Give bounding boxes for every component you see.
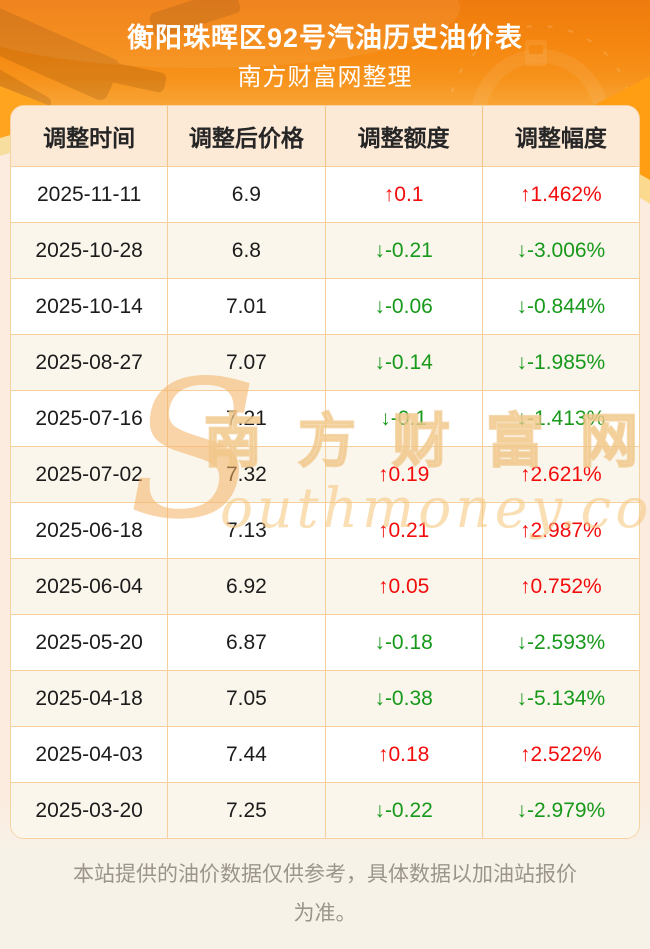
cell-change-amount: ↓-0.21 [326, 223, 483, 278]
cell-adjust-date: 2025-04-03 [11, 727, 169, 782]
cell-adjust-date: 2025-07-16 [11, 391, 169, 446]
table-row: 2025-06-18 7.13 ↑0.21 ↑2.987% [11, 502, 639, 558]
table-header-row: 调整时间 调整后价格 调整额度 调整幅度 [11, 106, 639, 166]
cell-change-amount: ↓-0.06 [326, 279, 483, 334]
cell-change-amount: ↓-0.14 [326, 335, 483, 390]
cell-change-amount: ↓-0.38 [326, 671, 483, 726]
cell-change-percent: ↓-2.593% [516, 630, 606, 654]
page-subtitle: 南方财富网整理 [237, 64, 413, 91]
cell-change-percent: ↑0.752% [520, 574, 602, 598]
cell-adjusted-price: 7.25 [168, 783, 326, 838]
cell-adjusted-price: 6.92 [168, 559, 326, 614]
banner-gradient-overlay [0, 0, 650, 112]
cell-change-percent: ↑2.522% [520, 742, 602, 766]
cell-change-percent: ↑2.621% [520, 462, 602, 486]
cell-adjust-date: 2025-10-28 [11, 223, 169, 278]
table-row: 2025-04-03 7.44 ↑0.18 ↑2.522% [11, 726, 639, 782]
cell-adjust-date: 2025-05-20 [11, 615, 169, 670]
table-row: 2025-08-27 7.07 ↓-0.14 ↓-1.985% [11, 334, 639, 390]
cell-change-amount: ↓-0.18 [326, 615, 483, 670]
cell-adjusted-price: 7.05 [168, 671, 326, 726]
cell-change-amount: ↑0.19 [326, 447, 483, 502]
table-row: 2025-11-11 6.9 ↑0.1 ↑1.462% [11, 166, 639, 222]
cell-change-percent: ↑2.987% [520, 518, 602, 542]
table-row: 2025-07-02 7.32 ↑0.19 ↑2.621% [11, 446, 639, 502]
cell-change-amount: ↑0.21 [326, 503, 483, 558]
cell-adjust-date: 2025-07-02 [11, 447, 169, 502]
table-row: 2025-04-18 7.05 ↓-0.38 ↓-5.134% [11, 670, 639, 726]
cell-change-percent: ↓-1.985% [516, 350, 606, 374]
banner: 衡阳珠晖区92号汽油历史油价表 南方财富网整理 [0, 0, 650, 112]
table-row: 2025-06-04 6.92 ↑0.05 ↑0.752% [11, 558, 639, 614]
column-header-change-amount: 调整额度 [326, 106, 483, 166]
cell-change-amount: ↑0.18 [326, 727, 483, 782]
cell-adjusted-price: 7.01 [168, 279, 326, 334]
page-title: 衡阳珠晖区92号汽油历史油价表 [126, 23, 524, 53]
column-header-adjust-date: 调整时间 [11, 106, 169, 166]
cell-change-amount: ↓-0.22 [326, 783, 483, 838]
banner-highlight [0, 0, 460, 68]
table-row: 2025-10-14 7.01 ↓-0.06 ↓-0.844% [11, 278, 639, 334]
cell-adjusted-price: 7.07 [168, 335, 326, 390]
table-row: 2025-10-28 6.8 ↓-0.21 ↓-3.006% [11, 222, 639, 278]
cell-change-percent: ↓-1.413% [516, 406, 606, 430]
cell-adjust-date: 2025-06-18 [11, 503, 169, 558]
column-header-change-percent: 调整幅度 [514, 125, 607, 151]
table-row: 2025-03-20 7.25 ↓-0.22 ↓-2.979% [11, 782, 639, 838]
cell-adjust-date: 2025-04-18 [11, 671, 169, 726]
cell-adjust-date: 2025-03-20 [11, 783, 169, 838]
cell-adjusted-price: 7.21 [168, 391, 326, 446]
table-row: 2025-05-20 6.87 ↓-0.18 ↓-2.593% [11, 614, 639, 670]
cell-change-amount: ↑0.05 [326, 559, 483, 614]
footer-disclaimer: 本站提供的油价数据仅供参考，具体数据以加油站报价为准。 [73, 863, 577, 925]
cell-adjust-date: 2025-11-11 [11, 167, 169, 222]
cell-adjusted-price: 6.9 [168, 167, 326, 222]
cell-adjusted-price: 6.87 [168, 615, 326, 670]
cell-adjusted-price: 7.32 [168, 447, 326, 502]
cell-change-percent: ↑1.462% [520, 182, 602, 206]
cell-change-amount: ↓-0.1 [326, 391, 483, 446]
cell-adjusted-price: 7.44 [168, 727, 326, 782]
cell-adjust-date: 2025-08-27 [11, 335, 169, 390]
cell-change-amount: ↑0.1 [326, 167, 483, 222]
cell-adjust-date: 2025-10-14 [11, 279, 169, 334]
cell-change-percent: ↓-0.844% [516, 294, 606, 318]
price-history-table: 调整时间 调整后价格 调整额度 调整幅度 2025-11-11 6.9 ↑0.1 ↑1… [10, 105, 640, 839]
table-body: 2025-11-11 6.9 ↑0.1 ↑1.462% 2025-10-28 6.8 ↓-0… [11, 166, 639, 838]
fuel-gauge-icon [447, 25, 633, 112]
column-header-adjusted-price: 调整后价格 [168, 106, 326, 166]
cell-change-percent: ↓-5.134% [516, 686, 606, 710]
cell-adjusted-price: 6.8 [168, 223, 326, 278]
cell-adjust-date: 2025-06-04 [11, 559, 169, 614]
table-row: 2025-07-16 7.21 ↓-0.1 ↓-1.413% [11, 390, 639, 446]
cell-change-percent: ↓-3.006% [516, 238, 606, 262]
cell-adjusted-price: 7.13 [168, 503, 326, 558]
cell-change-percent: ↓-2.979% [516, 798, 606, 822]
